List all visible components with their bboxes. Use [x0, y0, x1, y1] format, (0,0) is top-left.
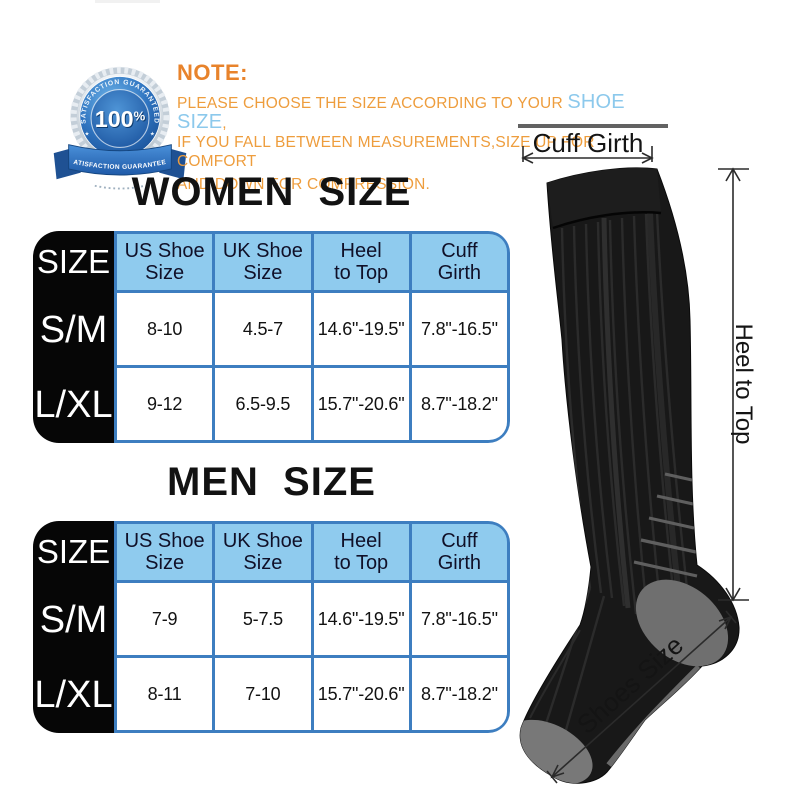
header-line: Girth: [437, 262, 482, 284]
heel-to-top-arrow: [718, 167, 749, 602]
men-table-grid: US Shoe Size UK Shoe Size Heel to Top Cuff G…: [114, 521, 510, 733]
header-line: Cuff: [441, 529, 478, 552]
men-lxl-uk-shoe-cell: 7-10: [215, 658, 311, 730]
satisfaction-badge: SATISFACTION GUARANTEED ★ ★ 100% 100% SA…: [50, 56, 187, 190]
heel-to-top-label: Heel to Top: [730, 324, 757, 445]
men-sm-heel-cell: 14.6"-19.5": [313, 583, 409, 655]
women-sm-uk-shoe-cell: 4.5-7: [215, 293, 311, 365]
header-line: Heel: [340, 529, 382, 552]
women-corner-label: SIZE: [36, 243, 111, 280]
women-header-heel-to-top: Heel to Top: [313, 234, 409, 290]
men-lxl-us-shoe-cell: 8-11: [117, 658, 213, 730]
women-size-title: WOMEN SIZE: [131, 170, 412, 214]
note-line-1: PLEASE CHOOSE THE SIZE ACCORDING TO YOUR…: [177, 91, 677, 133]
badge-seal: SATISFACTION GUARANTEED ★ ★ 100% 100%: [70, 66, 170, 167]
men-size-title: MEN SIZE: [167, 460, 376, 504]
note-line1-comma: ,: [222, 115, 227, 132]
badge-percent: 100%: [95, 106, 146, 132]
header-line: Size: [243, 552, 283, 574]
note-line-2: IF YOU FALL BETWEEN MEASUREMENTS,SIZE UP…: [177, 134, 595, 170]
men-lxl-cuff-cell: 8.7"-18.2": [411, 658, 507, 730]
header-line: Size: [145, 552, 185, 574]
men-corner-label: SIZE: [36, 533, 111, 570]
header-line: Cuff: [441, 239, 478, 262]
men-lxl-heel-cell: 15.7"-20.6": [313, 658, 409, 730]
note-line-3: AND DOWN FOR COMPRESSION.: [177, 176, 431, 193]
women-header-us-shoe: US Shoe Size: [117, 234, 213, 290]
women-sm-us-shoe-cell: 8-10: [117, 293, 213, 365]
women-lxl-heel-cell: 15.7"-20.6": [313, 368, 409, 440]
women-size-column: SIZE S/M L/XL: [33, 231, 114, 443]
cuff-girth-label: Cuff Girth: [533, 128, 644, 158]
header-line: UK Shoe: [222, 239, 303, 262]
badge-percent-shadow: 100%: [96, 107, 147, 133]
men-size-table: SIZE S/M L/XL US Shoe Size UK Shoe Size He…: [33, 521, 510, 733]
note-line1-text: PLEASE CHOOSE THE SIZE ACCORDING TO YOUR: [177, 95, 568, 112]
header-line: US Shoe: [124, 529, 205, 552]
badge-star-left: ★: [85, 130, 90, 137]
header-line: Heel: [340, 239, 382, 262]
men-sm-us-shoe-cell: 7-9: [117, 583, 213, 655]
photo-crop-edge: [518, 124, 668, 128]
women-size-table: SIZE S/M L/XL US Shoe Size UK Shoe Size He…: [33, 231, 510, 443]
women-row-label-sm: S/M: [39, 309, 108, 351]
men-sm-uk-shoe-cell: 5-7.5: [215, 583, 311, 655]
header-line: to Top: [334, 552, 389, 574]
cropped-edge-artifact: [95, 0, 160, 3]
shoe-size-highlight: SHOE SIZE: [177, 91, 625, 133]
sock-photo: [519, 167, 740, 784]
header-line: UK Shoe: [222, 529, 303, 552]
shoes-size-arrow: [546, 610, 737, 784]
cuff-girth-arrow: [521, 146, 654, 164]
men-row-label-lxl: L/XL: [34, 674, 113, 716]
header-line: to Top: [334, 262, 389, 284]
sock-ribbing: [540, 211, 690, 759]
women-sm-cuff-cell: 7.8"-16.5": [411, 293, 507, 365]
header-line: US Shoe: [124, 239, 205, 262]
women-lxl-uk-shoe-cell: 6.5-9.5: [215, 368, 311, 440]
women-sm-heel-cell: 14.6"-19.5": [313, 293, 409, 365]
women-table-grid: US Shoe Size UK Shoe Size Heel to Top Cuff G…: [114, 231, 510, 443]
women-row-label-lxl: L/XL: [34, 384, 113, 426]
women-header-uk-shoe: UK Shoe Size: [215, 234, 311, 290]
men-header-heel-to-top: Heel to Top: [313, 524, 409, 580]
men-header-uk-shoe: UK Shoe Size: [215, 524, 311, 580]
men-header-cuff-girth: Cuff Girth: [411, 524, 507, 580]
men-header-us-shoe: US Shoe Size: [117, 524, 213, 580]
header-line: Girth: [437, 552, 482, 574]
women-lxl-us-shoe-cell: 9-12: [117, 368, 213, 440]
sock-ankle-stripes: [633, 472, 698, 578]
header-line: Size: [145, 262, 185, 284]
sock-heel-patch: [635, 579, 729, 667]
sock-measurement-diagram: Cuff Girth Heel to Top Shoes Size: [518, 124, 757, 784]
men-size-column: SIZE S/M L/XL: [33, 521, 114, 733]
men-sm-cuff-cell: 7.8"-16.5": [411, 583, 507, 655]
header-line: Size: [243, 262, 283, 284]
women-lxl-cuff-cell: 8.7"-18.2": [411, 368, 507, 440]
sock-cuff: [547, 167, 661, 228]
note-block: NOTE: PLEASE CHOOSE THE SIZE ACCORDING T…: [177, 60, 677, 194]
badge-star-right: ★: [150, 130, 155, 137]
note-title: NOTE:: [177, 60, 248, 85]
women-header-cuff-girth: Cuff Girth: [411, 234, 507, 290]
men-row-label-sm: S/M: [39, 599, 108, 641]
